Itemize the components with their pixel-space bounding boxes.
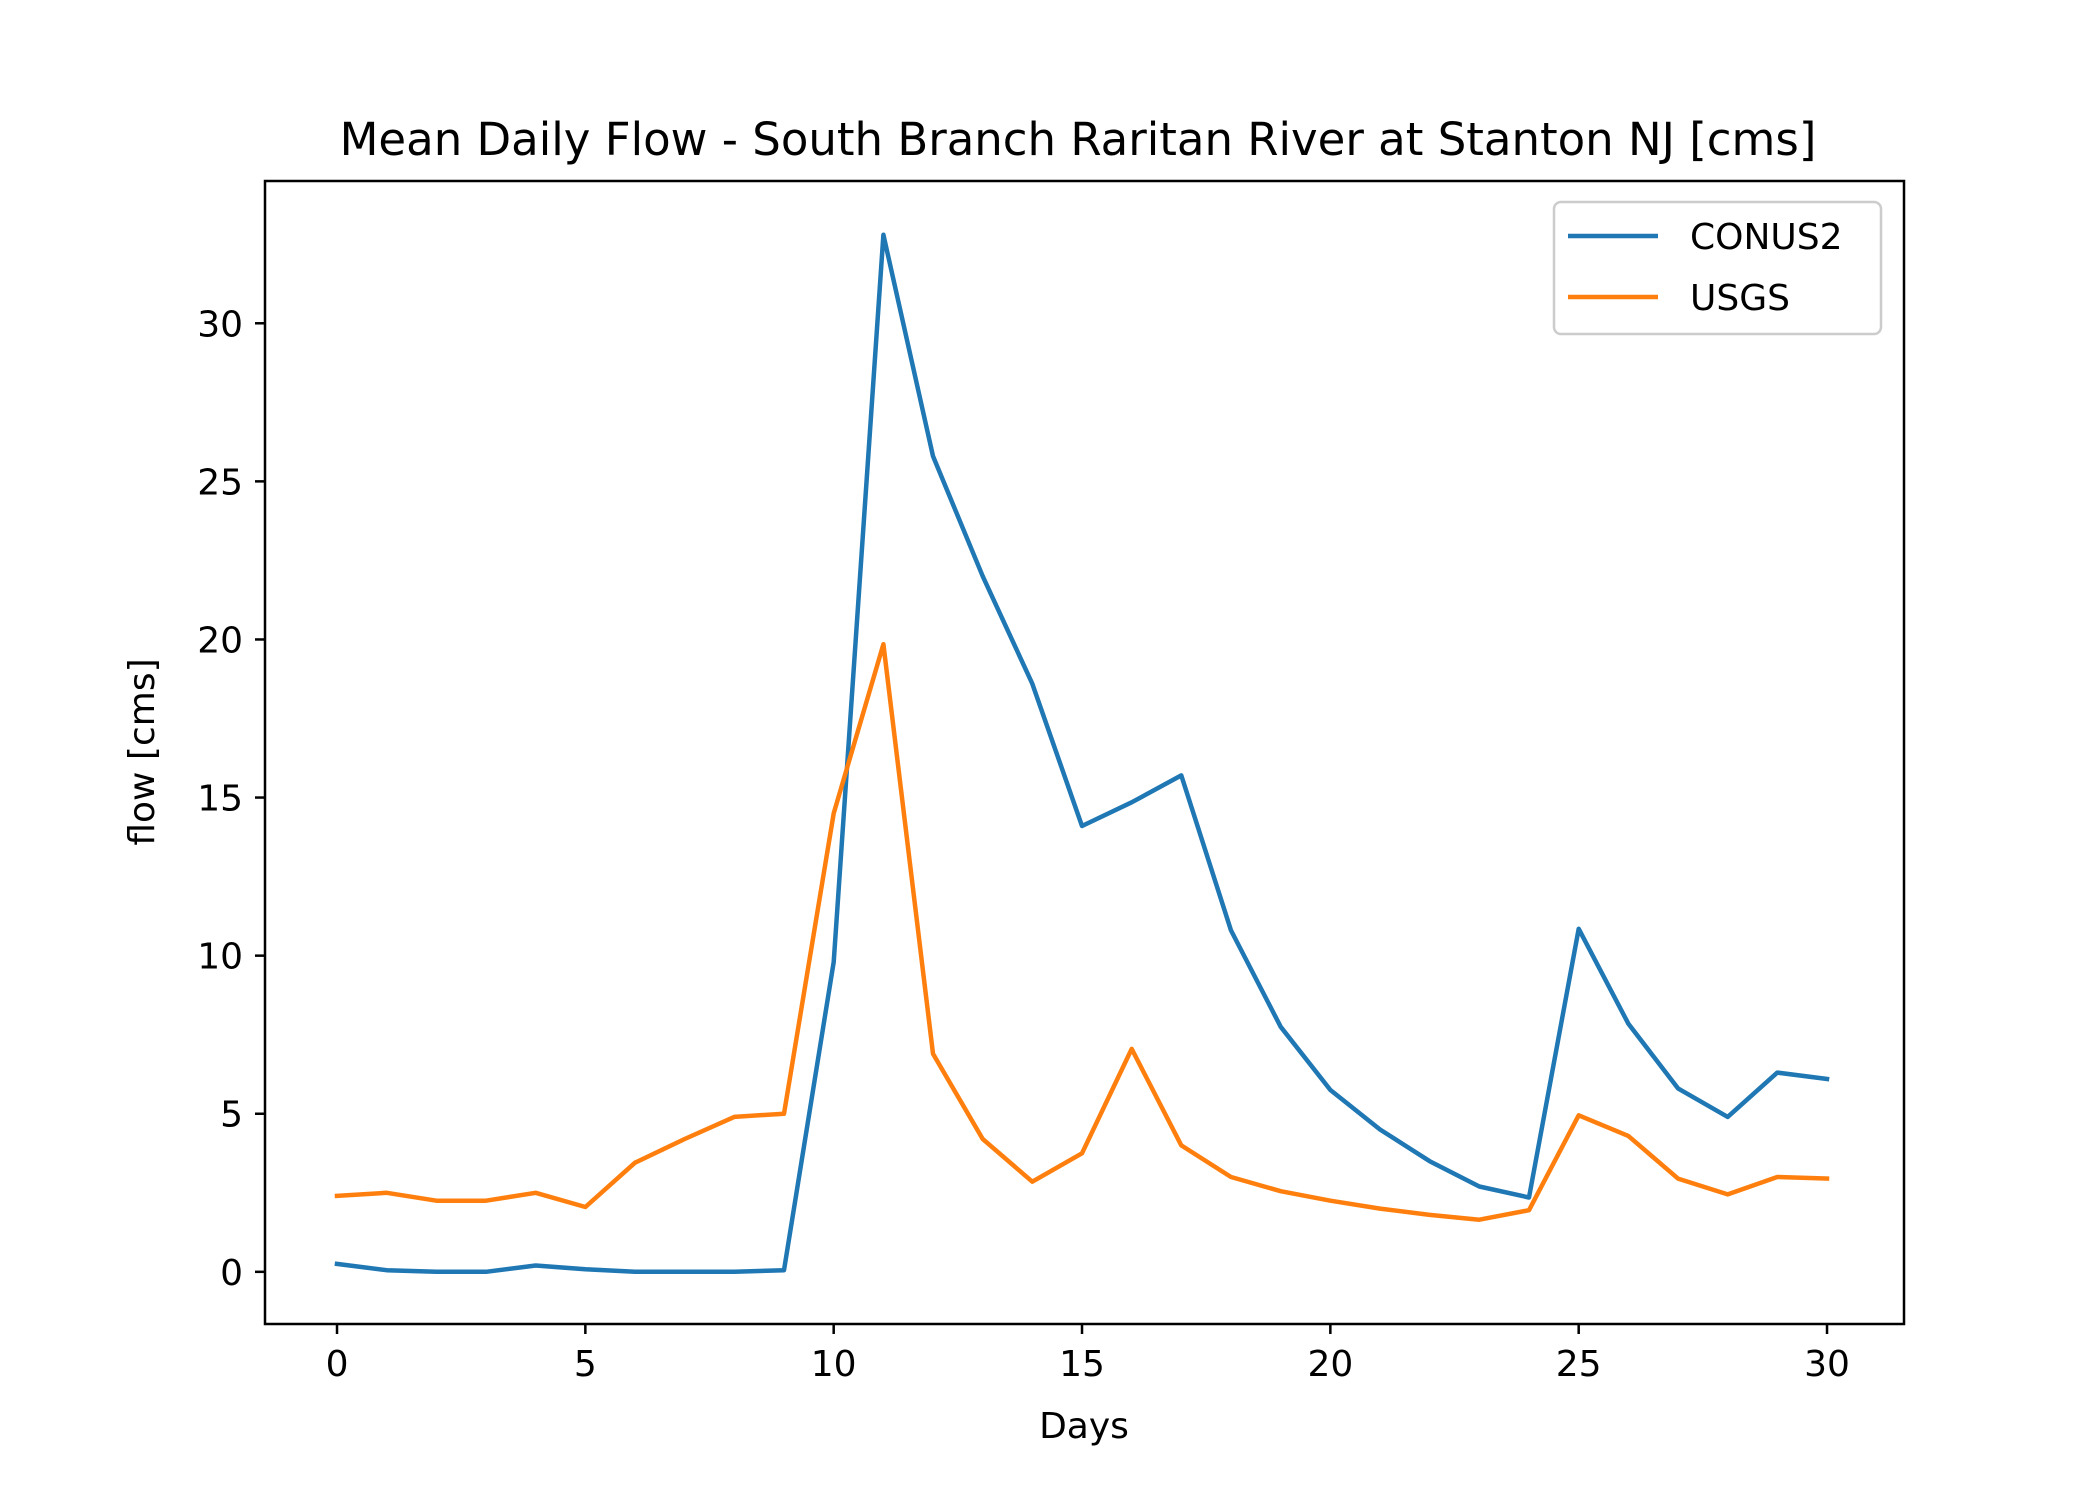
chart-title: Mean Daily Flow - South Branch Raritan R… <box>340 113 1817 166</box>
x-tick-label-30: 30 <box>1804 1344 1850 1385</box>
x-axis: 0 5 10 15 20 25 30 <box>326 1324 1850 1385</box>
y-tick-label-0: 0 <box>220 1253 243 1294</box>
y-tick-label-5: 5 <box>220 1095 243 1136</box>
series-line-conus2 <box>334 232 1830 1275</box>
legend: CONUS2 USGS <box>1552 200 1883 336</box>
x-tick-label-0: 0 <box>326 1344 349 1385</box>
y-tick-label-10: 10 <box>197 937 243 978</box>
x-tick-label-10: 10 <box>811 1344 857 1385</box>
x-tick-label-15: 15 <box>1059 1344 1105 1385</box>
plot-area-frame <box>263 179 1906 1326</box>
legend-label-conus2: CONUS2 <box>1690 217 1843 258</box>
series-line-usgs <box>334 641 1830 1222</box>
x-tick-label-5: 5 <box>574 1344 597 1385</box>
x-axis-label: Days <box>1039 1406 1129 1447</box>
y-tick-label-30: 30 <box>197 304 243 345</box>
legend-label-usgs: USGS <box>1690 278 1790 319</box>
series-layer <box>334 232 1830 1275</box>
y-tick-label-25: 25 <box>197 462 243 503</box>
y-axis-label: flow [cms] <box>122 658 163 845</box>
y-tick-label-20: 20 <box>197 620 243 661</box>
y-tick-label-15: 15 <box>197 779 243 820</box>
x-tick-label-20: 20 <box>1307 1344 1353 1385</box>
y-axis: 0 5 10 15 20 25 30 <box>197 304 265 1294</box>
x-tick-label-25: 25 <box>1556 1344 1602 1385</box>
